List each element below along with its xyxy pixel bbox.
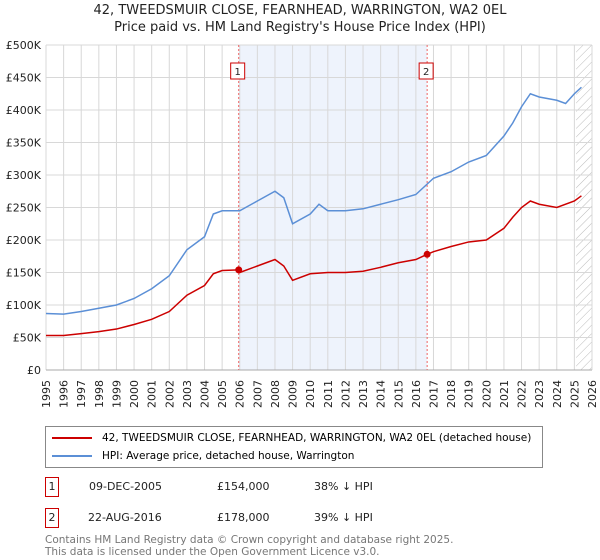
x-tick-label: 2023: [533, 380, 546, 408]
sale-marker-box: 1: [45, 477, 59, 497]
x-tick-label: 2016: [410, 380, 423, 408]
y-tick-label: £300K: [6, 169, 42, 182]
x-tick-label: 2007: [251, 380, 264, 408]
x-tick-label: 1997: [75, 380, 88, 408]
x-tick-label: 1996: [58, 380, 71, 408]
x-tick-label: 2011: [322, 380, 335, 408]
sale-date: 22-AUG-2016: [88, 511, 162, 524]
sale-row: 1 09-DEC-2005 £154,000 38% ↓ HPI: [45, 477, 445, 497]
x-tick-label: 2020: [480, 380, 493, 408]
x-tick-label: 2003: [181, 380, 194, 408]
x-tick-label: 2012: [339, 380, 352, 408]
y-tick-label: £150K: [6, 267, 42, 280]
x-tick-label: 1998: [93, 380, 106, 408]
sale-delta: 39% ↓ HPI: [314, 511, 373, 524]
sale-marker-box: 2: [45, 508, 59, 528]
y-tick-label: £350K: [6, 137, 42, 150]
x-tick-label: 2021: [498, 380, 511, 408]
y-tick-label: £0: [27, 364, 41, 377]
hpi-line: [45, 86, 582, 315]
x-tick-label: 2009: [287, 380, 300, 408]
sale-row: 2 22-AUG-2016 £178,000 39% ↓ HPI: [45, 508, 445, 528]
x-tick-label: 1999: [110, 380, 123, 408]
x-tick-label: 1995: [40, 380, 53, 408]
x-tick-label: 2005: [216, 380, 229, 408]
y-tick-label: £400K: [6, 104, 42, 117]
legend: 42, TWEEDSMUIR CLOSE, FEARNHEAD, WARRING…: [45, 426, 543, 468]
x-tick-label: 2019: [463, 380, 476, 408]
x-tick-label: 2004: [199, 380, 212, 408]
y-tick-label: £250K: [6, 202, 42, 215]
x-tick-label: 2022: [516, 380, 529, 408]
y-tick-label: £500K: [6, 39, 42, 52]
sale-label-box: [418, 62, 434, 80]
footer-copyright: Contains HM Land Registry data © Crown c…: [45, 534, 454, 546]
sale-delta: 38% ↓ HPI: [314, 480, 373, 493]
x-tick-label: 2026: [586, 380, 599, 408]
legend-red-line: [52, 437, 92, 439]
chart-subtitle: Price paid vs. HM Land Registry's House …: [114, 20, 486, 35]
x-tick-label: 2024: [551, 380, 564, 408]
x-tick-label: 2001: [146, 380, 159, 408]
sale-date: 09-DEC-2005: [89, 480, 163, 493]
x-tick-label: 2018: [445, 380, 458, 408]
x-tick-label: 2015: [392, 380, 405, 408]
sale-label: 2: [423, 67, 429, 78]
legend-blue-line: [52, 455, 92, 457]
x-tick-label: 2014: [375, 380, 388, 408]
sale-point: [235, 266, 243, 274]
x-tick-label: 2010: [304, 380, 317, 408]
legend-label-property: 42, TWEEDSMUIR CLOSE, FEARNHEAD, WARRING…: [102, 432, 532, 444]
footer-licence: This data is licensed under the Open Gov…: [45, 546, 380, 558]
chart-title: 42, TWEEDSMUIR CLOSE, FEARNHEAD, WARRING…: [93, 3, 507, 18]
x-tick-label: 2017: [427, 380, 440, 408]
x-tick-label: 2006: [234, 380, 247, 408]
y-tick-label: £450K: [6, 72, 42, 85]
y-tick-label: £200K: [6, 234, 42, 247]
plot-area: 1995 1996 1997 1998 1999 2000 2001 2002 2003 2004…: [6, 39, 599, 408]
sale-price: £154,000: [217, 480, 270, 493]
x-tick-label: 2008: [269, 380, 282, 408]
x-tick-label: 2002: [163, 380, 176, 408]
sale-label: 1: [234, 67, 240, 78]
sale-point: [423, 250, 431, 258]
x-tick-label: 2013: [357, 380, 370, 408]
property-price-line: [46, 195, 582, 337]
y-tick-label: £100K: [6, 299, 42, 312]
x-tick-label: 2025: [568, 380, 581, 408]
sale-price: £178,000: [217, 511, 270, 524]
x-tick-label: 2000: [128, 380, 141, 408]
sale-label-box: [230, 62, 246, 80]
y-tick-label: £50K: [13, 332, 42, 345]
legend-label-hpi: HPI: Average price, detached house, Warr…: [102, 450, 355, 462]
